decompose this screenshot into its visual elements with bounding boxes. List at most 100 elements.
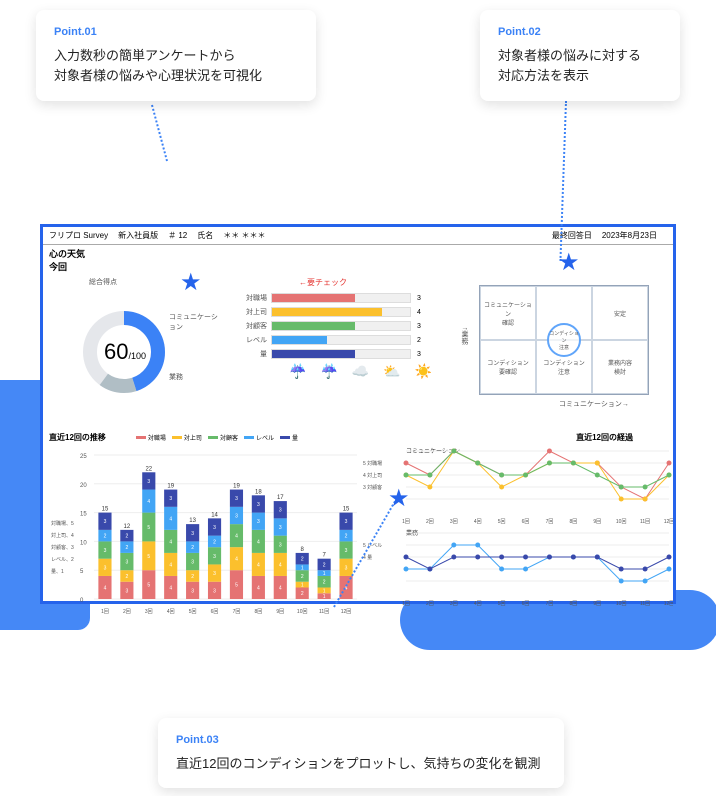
svg-text:5: 5 bbox=[235, 583, 238, 589]
weather-icon: ☔ bbox=[320, 363, 337, 380]
svg-text:3: 3 bbox=[257, 519, 260, 525]
svg-text:5 対職場: 5 対職場 bbox=[363, 460, 382, 467]
svg-text:9回: 9回 bbox=[593, 601, 601, 607]
svg-text:19: 19 bbox=[167, 484, 174, 490]
hbar-row: 量3 bbox=[219, 349, 439, 359]
svg-text:3: 3 bbox=[257, 502, 260, 508]
svg-text:2回: 2回 bbox=[123, 609, 131, 615]
svg-text:3: 3 bbox=[345, 519, 348, 525]
svg-text:7: 7 bbox=[322, 553, 326, 559]
weather-icon: ☁️ bbox=[352, 363, 369, 380]
svg-text:2: 2 bbox=[345, 534, 348, 540]
svg-text:2: 2 bbox=[301, 591, 304, 597]
svg-text:1回: 1回 bbox=[101, 609, 109, 615]
svg-text:6回: 6回 bbox=[522, 601, 530, 607]
svg-text:10回: 10回 bbox=[297, 609, 308, 615]
donut-label-work: 業務 bbox=[169, 372, 183, 382]
star-icon: ★ bbox=[388, 484, 410, 513]
svg-text:3回: 3回 bbox=[450, 601, 458, 607]
svg-text:4: 4 bbox=[235, 557, 238, 563]
svg-text:12回: 12回 bbox=[664, 519, 673, 525]
svg-text:4: 4 bbox=[257, 585, 260, 591]
svg-text:10: 10 bbox=[80, 540, 87, 546]
svg-text:3回: 3回 bbox=[145, 609, 153, 615]
svg-text:15: 15 bbox=[102, 507, 109, 513]
hbar-row: レベル2 bbox=[219, 335, 439, 345]
svg-text:4: 4 bbox=[104, 585, 107, 591]
svg-text:4回: 4回 bbox=[167, 609, 175, 615]
donut-score: 60/100 bbox=[104, 339, 146, 365]
svg-text:7回: 7回 bbox=[546, 601, 554, 607]
line-charts: 直近12回の経過 コミュニケーション5 対職場4 対上司3 対顧客1回2回3回4… bbox=[361, 432, 673, 617]
quadrant-cell: コミュニケーション 確認 bbox=[480, 286, 536, 340]
hbar-row: 対職場3 bbox=[219, 293, 439, 303]
callout-01-label: Point.01 bbox=[54, 24, 298, 42]
svg-text:3: 3 bbox=[104, 548, 107, 554]
svg-text:3: 3 bbox=[279, 525, 282, 531]
svg-text:4: 4 bbox=[257, 539, 260, 545]
quadrant-axis-x: コミュニケーション→ bbox=[559, 399, 629, 409]
svg-text:2: 2 bbox=[125, 534, 128, 540]
svg-text:2: 2 bbox=[213, 539, 216, 545]
svg-text:13: 13 bbox=[189, 518, 196, 524]
callout-01-text: 入力数秒の簡単アンケートから対象者様の悩みや心理状況を可視化 bbox=[54, 46, 298, 88]
svg-text:4回: 4回 bbox=[474, 601, 482, 607]
svg-text:1: 1 bbox=[301, 583, 304, 589]
trends-legend: 対職場対上司対顧客レベル量 bbox=[106, 433, 298, 442]
record-number: ＃ 12 bbox=[168, 230, 187, 241]
svg-text:3: 3 bbox=[191, 560, 194, 566]
check-label: ←要チェック bbox=[299, 277, 347, 288]
answer-date-value: 2023年8月23日 bbox=[602, 230, 657, 241]
svg-text:1: 1 bbox=[323, 594, 326, 600]
svg-text:12回: 12回 bbox=[664, 601, 673, 607]
svg-text:3: 3 bbox=[279, 542, 282, 548]
svg-text:4: 4 bbox=[169, 562, 172, 568]
svg-text:1: 1 bbox=[323, 588, 326, 594]
svg-text:レベル、2: レベル、2 bbox=[51, 557, 74, 563]
svg-text:1: 1 bbox=[301, 565, 304, 571]
legend-item: 対職場 bbox=[136, 433, 166, 442]
svg-text:25: 25 bbox=[80, 454, 87, 460]
legend-item: 対顧客 bbox=[208, 433, 238, 442]
svg-text:3: 3 bbox=[213, 525, 216, 531]
quadrant-marker: コンディション 注意 bbox=[547, 323, 581, 357]
svg-text:3: 3 bbox=[213, 571, 216, 577]
weather-icon: ⛅ bbox=[383, 363, 400, 380]
svg-text:2: 2 bbox=[323, 562, 326, 568]
svg-text:3: 3 bbox=[125, 560, 128, 566]
quadrant-axis-y: ↑業務 bbox=[459, 327, 469, 345]
hbar-row: 対顧客3 bbox=[219, 321, 439, 331]
weather-icons-row: ☔ ☔ ☁️ ⛅ ☀️ bbox=[219, 363, 439, 380]
star-icon: ★ bbox=[180, 268, 202, 297]
svg-text:19: 19 bbox=[233, 484, 240, 490]
svg-text:3: 3 bbox=[169, 496, 172, 502]
svg-text:2: 2 bbox=[104, 534, 107, 540]
weather-icon: ☔ bbox=[289, 363, 306, 380]
svg-text:9回: 9回 bbox=[276, 609, 284, 615]
svg-text:5: 5 bbox=[80, 569, 84, 575]
svg-text:15: 15 bbox=[343, 507, 350, 513]
svg-text:4 対上司: 4 対上司 bbox=[363, 472, 382, 479]
svg-text:2: 2 bbox=[191, 574, 194, 580]
weather-icon: ☀️ bbox=[415, 363, 432, 380]
svg-text:3: 3 bbox=[213, 588, 216, 594]
svg-text:4: 4 bbox=[169, 539, 172, 545]
svg-text:3: 3 bbox=[191, 531, 194, 537]
quadrant-cell: コンディション 要確認 bbox=[480, 340, 536, 394]
svg-text:14: 14 bbox=[211, 512, 218, 518]
callout-point-01: Point.01 入力数秒の簡単アンケートから対象者様の悩みや心理状況を可視化 bbox=[36, 10, 316, 101]
svg-text:4: 4 bbox=[169, 516, 172, 522]
svg-text:12回: 12回 bbox=[341, 609, 352, 615]
svg-text:2回: 2回 bbox=[426, 601, 434, 607]
svg-text:対職場、5: 対職場、5 bbox=[51, 520, 74, 527]
svg-text:5: 5 bbox=[147, 583, 150, 589]
svg-text:3: 3 bbox=[104, 565, 107, 571]
svg-text:5回: 5回 bbox=[498, 601, 506, 607]
svg-text:4: 4 bbox=[257, 562, 260, 568]
svg-text:9回: 9回 bbox=[593, 519, 601, 525]
svg-text:10回: 10回 bbox=[616, 519, 627, 525]
answer-date-label: 最終回答日 bbox=[552, 230, 592, 241]
svg-text:12: 12 bbox=[124, 524, 131, 530]
svg-text:2: 2 bbox=[191, 545, 194, 551]
svg-text:3: 3 bbox=[345, 548, 348, 554]
